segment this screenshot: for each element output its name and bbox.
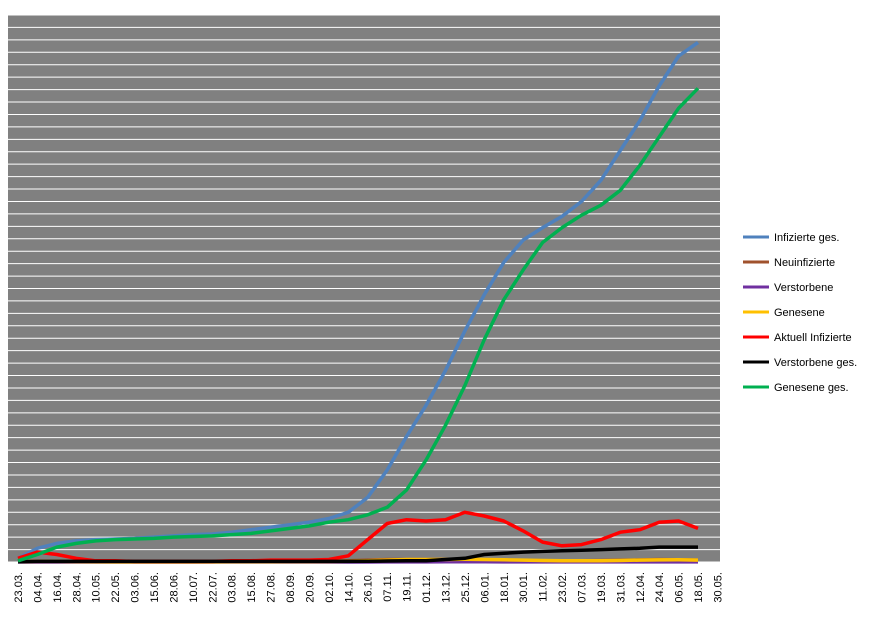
legend-label: Neuinfizierte [774,257,835,269]
x-tick-label: 23.03. [13,572,25,603]
x-tick-label: 14.10. [343,572,355,603]
legend-label: Genesene ges. [774,382,849,394]
x-tick-label: 15.06. [149,572,161,603]
x-tick-label: 25.12. [460,572,472,603]
x-tick-label: 13.12. [440,572,452,603]
legend-label: Genesene [774,307,825,319]
x-tick-label: 27.08. [266,572,278,603]
x-tick-label: 04.04. [32,572,44,603]
x-tick-label: 15.08. [246,572,258,603]
x-tick-label: 10.07. [188,572,200,603]
x-tick-label: 07.03. [576,572,588,603]
x-tick-label: 26.10. [363,572,375,603]
x-tick-label: 03.06. [130,572,142,603]
x-tick-label: 07.11. [382,572,394,602]
x-tick-label: 03.08. [227,572,239,603]
x-tick-label: 01.12. [421,572,433,603]
series-line [17,545,698,564]
x-tick-label: 02.10. [324,572,336,603]
series-line [17,87,700,563]
x-tick-label: 28.06. [168,572,180,603]
x-tick-label: 06.01. [479,572,491,603]
x-tick-label: 22.05. [110,572,122,603]
x-tick-label: 19.11. [402,572,414,602]
x-tick-label: 18.05. [693,572,705,603]
x-tick-label: 28.04. [71,572,83,603]
x-tick-label: 30.05. [712,572,724,603]
legend-label: Aktuell Infizierte [774,332,852,344]
x-tick-label: 11.02. [538,572,550,602]
legend-label: Verstorbene [774,282,833,294]
legend-label: Infizierte ges. [774,232,839,244]
x-tick-label: 22.07. [207,572,219,603]
x-tick-label: 30.01. [518,572,530,603]
x-tick-label: 23.02. [557,572,569,603]
x-tick-label: 19.03. [596,572,608,603]
x-tick-label: 31.03. [615,572,627,603]
legend-label: Verstorbene ges. [774,357,857,369]
x-tick-label: 08.09. [285,572,297,603]
x-tick-label: 20.09. [304,572,316,603]
x-tick-label: 06.05. [674,572,686,603]
x-tick-label: 12.04. [635,572,647,603]
x-tick-label: 24.04. [654,572,666,603]
x-tick-label: 18.01. [499,572,511,603]
x-tick-label: 16.04. [52,572,64,603]
x-tick-label: 10.05. [91,572,103,603]
